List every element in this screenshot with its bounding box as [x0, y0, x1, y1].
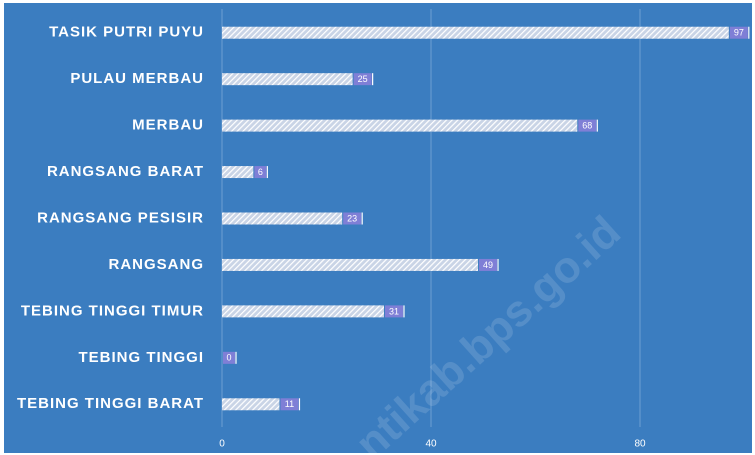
x-tick-label: 0: [219, 439, 225, 450]
bar: [222, 119, 578, 132]
bar: [222, 398, 280, 411]
value-label-box: [280, 398, 299, 411]
value-label-box: [729, 26, 748, 39]
category-label: RANGSANG BARAT: [47, 163, 204, 180]
bar: [222, 166, 254, 179]
value-label: 49: [483, 260, 493, 270]
category-label: PULAU MERBAU: [70, 70, 204, 87]
category-label: TEBING TINGGI BARAT: [17, 395, 204, 412]
x-tick-label: 80: [634, 439, 646, 450]
value-label: 25: [358, 74, 368, 84]
bar: [222, 258, 479, 271]
bar: [222, 73, 353, 86]
value-label-box: [384, 305, 403, 318]
value-label-box: [479, 258, 498, 271]
value-label-box: [578, 119, 597, 132]
plot-background: [4, 3, 752, 453]
value-label: 97: [734, 28, 744, 38]
category-label: MERBAU: [132, 117, 204, 134]
value-label-box: [343, 212, 362, 225]
value-label: 11: [285, 399, 294, 409]
category-label: TEBING TINGGI TIMUR: [21, 302, 204, 319]
x-tick-label: 40: [425, 439, 437, 450]
value-label: 23: [347, 213, 357, 223]
value-label-box: [223, 351, 235, 364]
value-label: 6: [258, 167, 263, 177]
category-label: RANGSANG PESISIR: [37, 209, 204, 226]
bar: [222, 305, 384, 318]
value-label-box: [254, 166, 267, 179]
value-label-box: [353, 73, 372, 86]
bar: [222, 26, 729, 39]
category-label: TEBING TINGGI: [79, 349, 205, 366]
category-label: RANGSANG: [108, 256, 204, 273]
value-label: 0: [226, 353, 231, 363]
category-label: TASIK PUTRI PUYU: [49, 24, 204, 41]
value-label: 31: [389, 306, 399, 316]
value-label: 68: [582, 120, 592, 130]
bar: [222, 212, 343, 225]
